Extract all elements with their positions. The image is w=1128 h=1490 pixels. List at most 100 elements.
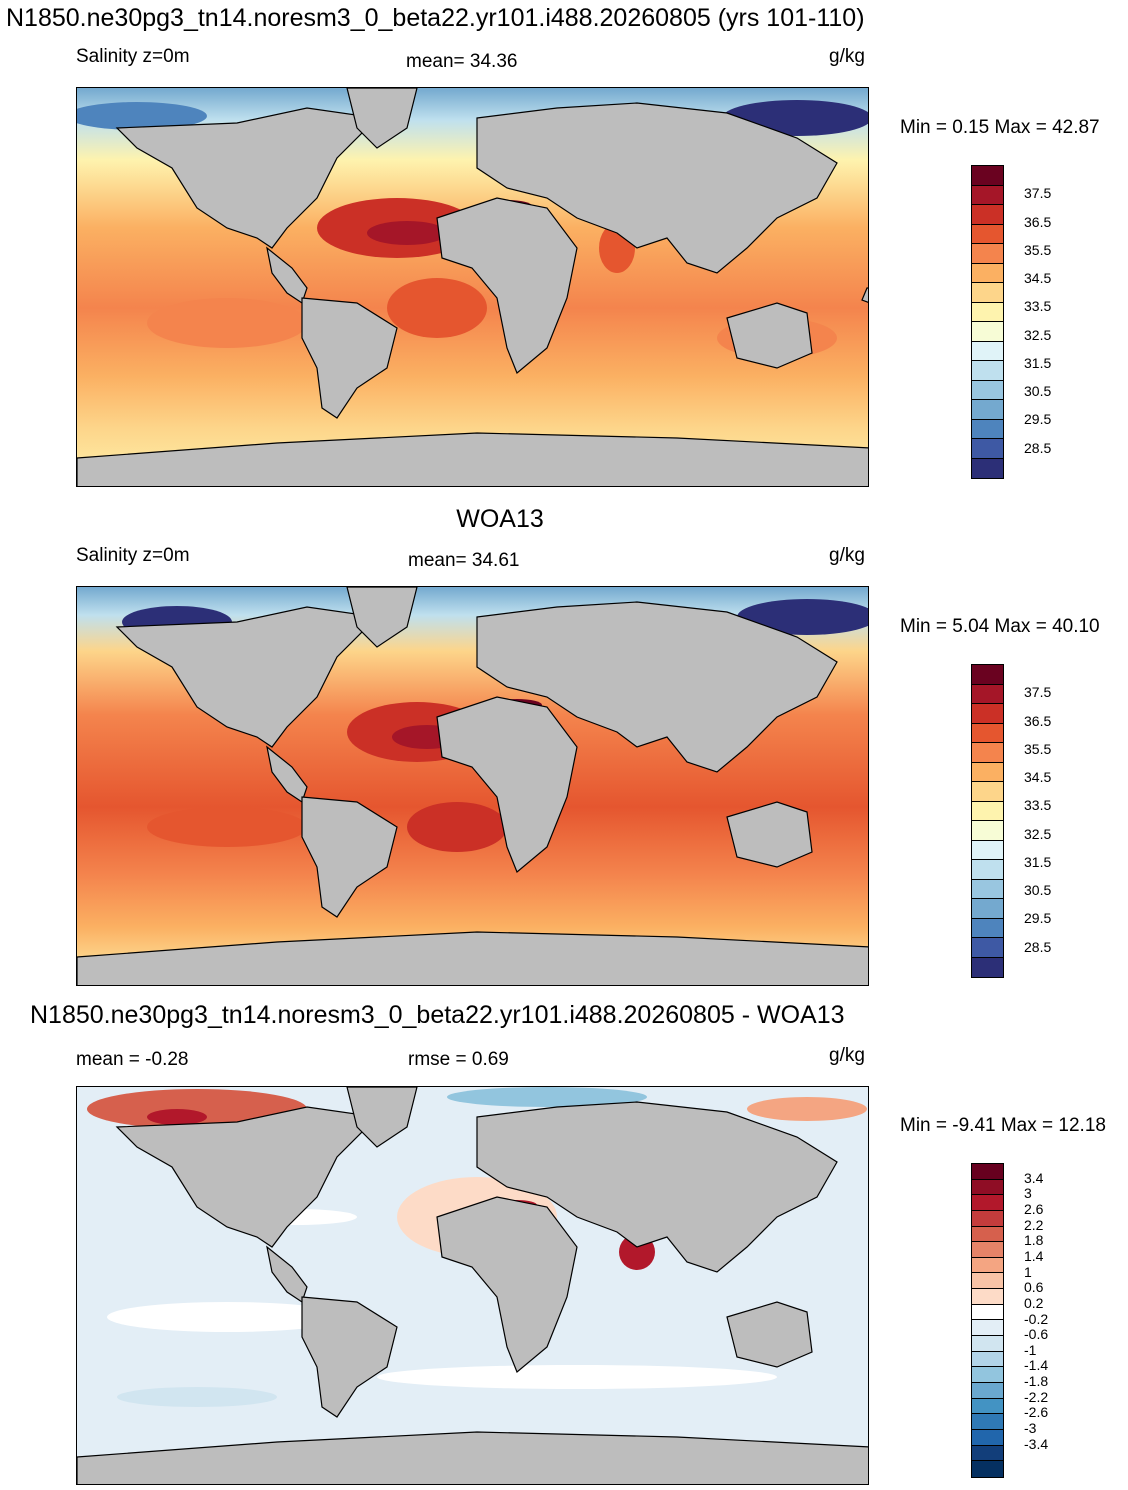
colorbar-tick-label: 28.5 [1024, 439, 1052, 456]
colorbar-tick-label: -0.2 [1024, 1310, 1049, 1327]
colorbar-tick-label: 36.5 [1024, 712, 1052, 729]
colorbar-segment [972, 361, 1003, 381]
colorbar-segment [972, 899, 1003, 919]
colorbar-segment [972, 1195, 1003, 1211]
colorbar-segment [972, 860, 1003, 880]
colorbar-segment [972, 263, 1003, 283]
panel2-minmax: Min = 5.04 Max = 40.10 [900, 616, 1100, 637]
colorbar-segment [972, 782, 1003, 802]
colorbar-segment [972, 419, 1003, 439]
colorbar-tick-label: 29.5 [1024, 411, 1052, 428]
colorbar-segment [972, 1304, 1003, 1321]
colorbar-tick-label: 33.5 [1024, 797, 1052, 814]
diff-title: N1850.ne30pg3_tn14.noresm3_0_beta22.yr10… [30, 1001, 845, 1029]
colorbar-segment [972, 1367, 1003, 1383]
colorbar-tick-label: 32.5 [1024, 825, 1052, 842]
colorbar-tick-label: 32.5 [1024, 326, 1052, 343]
colorbar-segment [972, 1289, 1003, 1305]
obs-salinity-map [76, 586, 869, 986]
colorbar-tick-label: 2.2 [1024, 1216, 1044, 1233]
colorbar-segment [972, 1273, 1003, 1290]
colorbar-segment [972, 743, 1003, 763]
model-salinity-map [76, 87, 869, 487]
panel3-mean-label: mean = -0.28 [76, 1049, 189, 1070]
colorbar-tick-label: 3.4 [1024, 1169, 1044, 1186]
colorbar-segment [972, 918, 1003, 938]
colorbar-segment [972, 957, 1003, 977]
colorbar-segment [972, 185, 1003, 205]
panel3-colorbar [971, 1163, 1004, 1478]
colorbar-segment [972, 1429, 1003, 1446]
colorbar-segment [972, 723, 1003, 743]
colorbar-segment [972, 439, 1003, 459]
colorbar-segment [972, 458, 1003, 478]
colorbar-segment [972, 1226, 1003, 1243]
colorbar-segment [972, 400, 1003, 420]
colorbar-tick-label: 30.5 [1024, 882, 1052, 899]
colorbar-segment [972, 762, 1003, 782]
colorbar-segment [972, 840, 1003, 860]
colorbar-segment [972, 1164, 1003, 1180]
colorbar-segment [972, 1336, 1003, 1352]
colorbar-segment [972, 1179, 1003, 1196]
colorbar-segment [972, 879, 1003, 899]
colorbar-segment [972, 1210, 1003, 1227]
colorbar-tick-label: -3.4 [1024, 1435, 1049, 1452]
colorbar-tick-label: 0.6 [1024, 1279, 1044, 1296]
colorbar-segment [972, 704, 1003, 724]
panel3-units-label: g/kg [829, 1045, 865, 1066]
colorbar-tick-label: 35.5 [1024, 241, 1052, 258]
colorbar-tick-label: 30.5 [1024, 383, 1052, 400]
colorbar-segment [972, 665, 1003, 685]
colorbar-tick-label: 37.5 [1024, 684, 1052, 701]
colorbar-tick-label: 35.5 [1024, 740, 1052, 757]
colorbar-tick-label: -2.2 [1024, 1388, 1049, 1405]
colorbar-segment [972, 938, 1003, 958]
colorbar-tick-label: -0.6 [1024, 1326, 1049, 1343]
colorbar-tick-label: 36.5 [1024, 213, 1052, 230]
colorbar-tick-label: -1.8 [1024, 1373, 1049, 1390]
colorbar-segment [972, 1257, 1003, 1274]
panel2-units-label: g/kg [829, 545, 865, 566]
colorbar-tick-label: 31.5 [1024, 853, 1052, 870]
colorbar-tick-label: -1.4 [1024, 1357, 1049, 1374]
obs-title: WOA13 [456, 505, 544, 533]
colorbar-segment [972, 322, 1003, 342]
colorbar-segment [972, 1382, 1003, 1399]
colorbar-segment [972, 166, 1003, 186]
colorbar-tick-label: 31.5 [1024, 354, 1052, 371]
colorbar-tick-label: 3 [1024, 1185, 1032, 1202]
colorbar-tick-label: 28.5 [1024, 938, 1052, 955]
colorbar-segment [972, 1414, 1003, 1430]
colorbar-segment [972, 1398, 1003, 1415]
colorbar-segment [972, 1351, 1003, 1368]
colorbar-tick-label: -1 [1024, 1341, 1037, 1358]
colorbar-tick-label: -2.6 [1024, 1404, 1049, 1421]
panel1-units-label: g/kg [829, 46, 865, 67]
panel1-colorbar [971, 165, 1004, 479]
difference-map [76, 1086, 869, 1485]
colorbar-tick-label: 33.5 [1024, 298, 1052, 315]
model-title: N1850.ne30pg3_tn14.noresm3_0_beta22.yr10… [6, 4, 865, 32]
colorbar-segment [972, 224, 1003, 244]
panel2-variable-label: Salinity z=0m [76, 545, 190, 566]
panel2-mean-label: mean= 34.61 [408, 550, 520, 571]
colorbar-segment [972, 302, 1003, 322]
panel1-variable-label: Salinity z=0m [76, 46, 190, 67]
colorbar-segment [972, 283, 1003, 303]
colorbar-tick-label: 1.8 [1024, 1232, 1044, 1249]
colorbar-tick-label: 2.6 [1024, 1200, 1044, 1217]
colorbar-segment [972, 341, 1003, 361]
colorbar-tick-label: 0.2 [1024, 1294, 1044, 1311]
panel1-minmax: Min = 0.15 Max = 42.87 [900, 117, 1100, 138]
colorbar-segment [972, 244, 1003, 264]
colorbar-tick-label: 1.4 [1024, 1247, 1044, 1264]
colorbar-segment [972, 1242, 1003, 1258]
colorbar-segment [972, 1461, 1003, 1477]
colorbar-segment [972, 801, 1003, 821]
colorbar-tick-label: -3 [1024, 1420, 1037, 1437]
colorbar-tick-label: 34.5 [1024, 769, 1052, 786]
colorbar-segment [972, 380, 1003, 400]
colorbar-segment [972, 821, 1003, 841]
colorbar-tick-label: 1 [1024, 1263, 1032, 1280]
